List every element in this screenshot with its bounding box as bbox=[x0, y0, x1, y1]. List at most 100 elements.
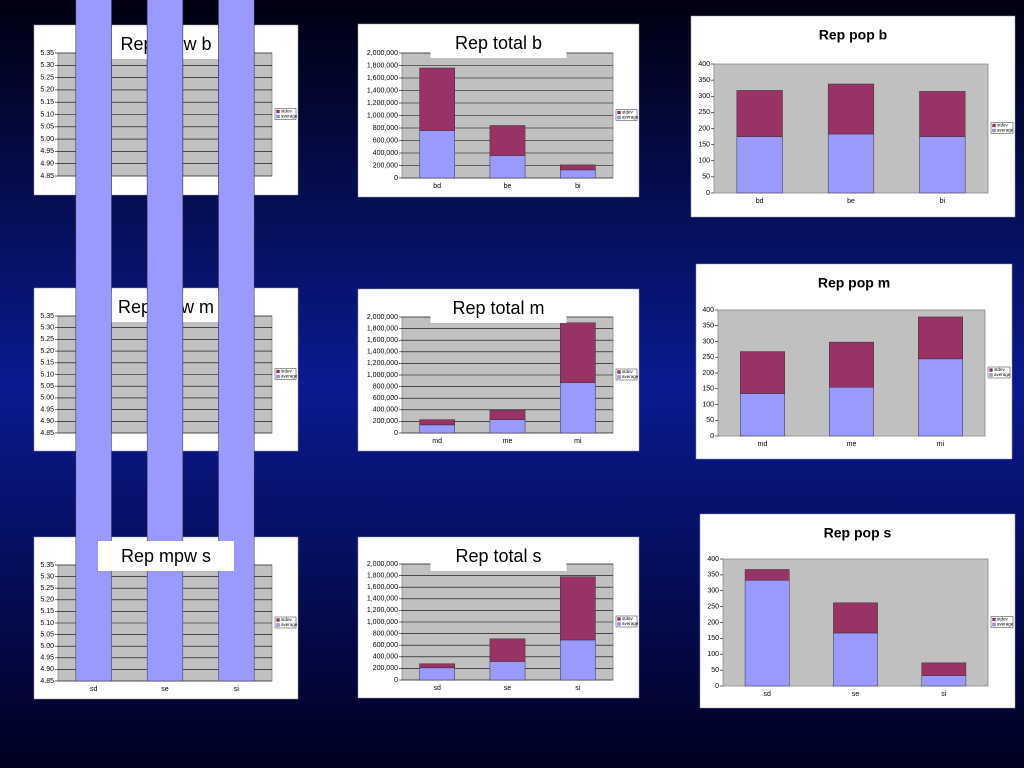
legend-label: stdev bbox=[997, 123, 1009, 128]
y-tick-label: 2,000,000 bbox=[367, 50, 398, 57]
bar-segment bbox=[419, 67, 456, 131]
y-tick-label: 50 bbox=[706, 417, 714, 424]
y-tick-label: 250 bbox=[707, 603, 719, 610]
title-backdrop bbox=[98, 541, 234, 571]
x-tick-label: si bbox=[234, 686, 240, 693]
y-tick-label: 150 bbox=[698, 141, 710, 148]
y-tick-label: 800,000 bbox=[373, 383, 398, 390]
legend-label: average bbox=[622, 115, 639, 120]
chart: 0 200,000 400,000 600,000 800,000 1,000,000 1,… bbox=[357, 288, 640, 452]
y-tick-label: 5.05 bbox=[40, 383, 54, 390]
bar-segment bbox=[419, 667, 456, 681]
legend-swatch bbox=[617, 375, 621, 379]
legend-box bbox=[615, 368, 638, 381]
x-tick-label: bd bbox=[756, 198, 764, 205]
bar-segment bbox=[833, 632, 878, 687]
legend-label: stdev bbox=[281, 617, 293, 622]
bar-segment bbox=[744, 580, 790, 687]
y-tick-label: 5.30 bbox=[40, 325, 54, 332]
bar-segment bbox=[918, 316, 963, 360]
bar-segment bbox=[75, 0, 112, 682]
bar-segment bbox=[740, 393, 785, 437]
legend-swatch bbox=[992, 617, 996, 622]
y-tick-label: 400 bbox=[698, 61, 710, 68]
legend-swatch bbox=[617, 370, 621, 374]
y-tick-label: 1,400,000 bbox=[367, 596, 398, 603]
y-tick-label: 400 bbox=[707, 556, 719, 563]
legend-swatch bbox=[276, 623, 280, 627]
y-tick-label: 1,200,000 bbox=[367, 100, 398, 107]
x-tick-label: sd bbox=[90, 686, 98, 693]
chart-title: Rep pop s bbox=[824, 525, 892, 541]
legend-swatch bbox=[992, 128, 996, 133]
y-tick-label: 5.25 bbox=[40, 336, 54, 343]
legend-label: average bbox=[997, 128, 1014, 133]
bar-segment bbox=[489, 419, 526, 434]
bar-segment bbox=[419, 424, 456, 434]
bar-segment bbox=[419, 130, 456, 179]
y-tick-label: 200 bbox=[698, 125, 710, 132]
chart: 0 50 100 150 200 250 300 350 400 sd se si stdevavera… bbox=[699, 513, 1016, 709]
y-tick-label: 600,000 bbox=[373, 642, 398, 649]
y-tick-label: 1,000,000 bbox=[367, 112, 398, 119]
y-tick-label: 600,000 bbox=[373, 395, 398, 402]
y-tick-label: 1,200,000 bbox=[367, 607, 398, 614]
bar-segment bbox=[921, 675, 967, 687]
legend-box bbox=[987, 366, 1011, 379]
y-tick-label: 1,800,000 bbox=[367, 572, 398, 579]
y-tick-label: 150 bbox=[707, 635, 719, 642]
x-tick-label: md bbox=[432, 438, 442, 445]
legend-label: stdev bbox=[281, 369, 293, 374]
y-tick-label: 400 bbox=[702, 307, 714, 314]
x-tick-label: mi bbox=[937, 441, 945, 448]
y-tick-label: 1,600,000 bbox=[367, 337, 398, 344]
y-tick-label: 5.25 bbox=[40, 585, 54, 592]
y-tick-label: 2,000,000 bbox=[367, 561, 398, 568]
y-tick-label: 300 bbox=[707, 588, 719, 595]
legend-swatch bbox=[617, 622, 621, 626]
y-tick-label: 600,000 bbox=[373, 137, 398, 144]
legend-swatch bbox=[989, 373, 993, 377]
bar-segment bbox=[489, 410, 526, 420]
y-tick-label: 4.90 bbox=[40, 666, 54, 673]
y-tick-label: 1,400,000 bbox=[367, 87, 398, 94]
y-tick-label: 100 bbox=[698, 158, 710, 165]
bar-segment bbox=[489, 661, 526, 681]
legend-swatch bbox=[617, 115, 621, 120]
legend-swatch bbox=[617, 110, 621, 115]
y-tick-label: 100 bbox=[707, 651, 719, 658]
legend-label: average bbox=[281, 622, 298, 627]
chart: 0 200,000 400,000 600,000 800,000 1,000,000 1,… bbox=[357, 23, 640, 198]
bar-segment bbox=[736, 136, 783, 194]
bar-segment bbox=[218, 0, 255, 682]
title-backdrop bbox=[430, 28, 567, 58]
legend-swatch bbox=[992, 622, 996, 627]
y-tick-label: 300 bbox=[702, 338, 714, 345]
bar-segment bbox=[919, 136, 966, 194]
y-tick-label: 5.35 bbox=[40, 313, 54, 320]
legend-label: stdev bbox=[281, 109, 293, 114]
y-tick-label: 800,000 bbox=[373, 125, 398, 132]
x-tick-label: me bbox=[503, 438, 513, 445]
chart: 0 50 100 150 200 250 300 350 400 bd be bi stdevavera… bbox=[690, 15, 1016, 218]
bar-segment bbox=[744, 569, 790, 581]
y-tick-label: 200,000 bbox=[373, 665, 398, 672]
bar-segment bbox=[560, 639, 596, 681]
title-backdrop bbox=[430, 541, 567, 571]
legend-box bbox=[615, 615, 638, 628]
x-tick-label: bi bbox=[575, 183, 581, 190]
y-tick-label: 200 bbox=[707, 619, 719, 626]
bar-segment bbox=[560, 382, 596, 434]
y-tick-label: 200,000 bbox=[373, 162, 398, 169]
x-tick-label: mi bbox=[574, 438, 582, 445]
bar-segment bbox=[919, 91, 966, 137]
chart-title: Rep pop m bbox=[818, 275, 890, 291]
x-tick-label: be bbox=[504, 183, 512, 190]
bar-segment bbox=[489, 155, 526, 179]
bar-segment bbox=[146, 0, 184, 682]
y-tick-label: 5.20 bbox=[40, 348, 54, 355]
bar-segment bbox=[419, 419, 456, 426]
y-tick-label: 5.15 bbox=[40, 608, 54, 615]
bar-segment bbox=[918, 358, 963, 437]
